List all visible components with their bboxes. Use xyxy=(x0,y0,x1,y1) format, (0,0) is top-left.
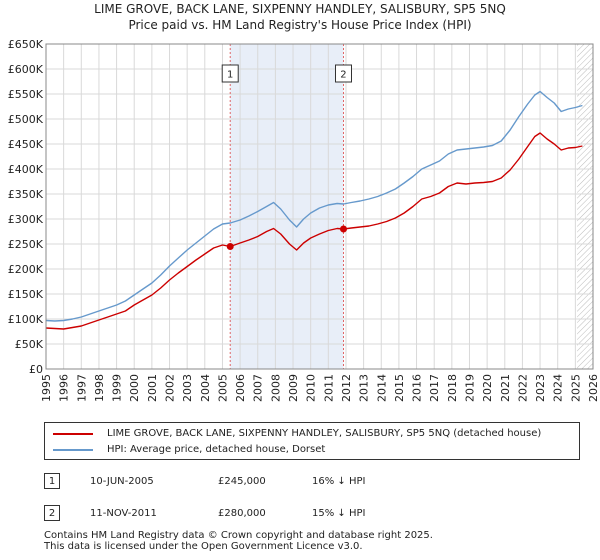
x-tick-label: 2005 xyxy=(216,374,229,402)
y-tick-label: £0 xyxy=(29,363,43,376)
sale-hpi-difference: 16% ↓ HPI xyxy=(312,476,366,487)
x-tick-label: 2013 xyxy=(358,374,371,402)
sale-hpi-difference: 15% ↓ HPI xyxy=(312,508,366,519)
y-tick-label: £150K xyxy=(8,288,44,301)
sale-number-badge: 1 xyxy=(44,473,60,489)
sale-date: 10-JUN-2005 xyxy=(90,476,154,487)
x-tick-label: 2008 xyxy=(269,374,282,402)
sale-marker-box xyxy=(334,64,352,83)
y-tick-label: £250K xyxy=(8,238,44,251)
y-tick-label: £200K xyxy=(8,263,44,276)
x-tick-label: 2016 xyxy=(411,374,424,402)
x-tick-label: 2019 xyxy=(463,374,476,402)
x-tick-label: 2023 xyxy=(534,374,547,402)
x-tick-label: 1999 xyxy=(111,374,124,402)
x-tick-label: 2000 xyxy=(128,374,141,402)
y-tick-label: £450K xyxy=(8,138,44,151)
y-tick-label: £400K xyxy=(8,163,44,176)
x-tick-label: 2002 xyxy=(164,374,177,402)
title-line-1: LIME GROVE, BACK LANE, SIXPENNY HANDLEY,… xyxy=(94,2,506,16)
y-tick-label: £650K xyxy=(8,38,44,51)
x-tick-label: 2006 xyxy=(234,374,247,402)
footer-attribution: Contains HM Land Registry data © Crown c… xyxy=(44,530,433,552)
x-tick-label: 2010 xyxy=(305,374,318,402)
sale-number-badge: 2 xyxy=(44,505,60,521)
x-tick-label: 2014 xyxy=(375,374,388,402)
x-tick-label: 1998 xyxy=(93,374,106,402)
x-tick-label: 2011 xyxy=(322,374,335,402)
chart-title: LIME GROVE, BACK LANE, SIXPENNY HANDLEY,… xyxy=(0,1,600,33)
y-tick-label: £300K xyxy=(8,213,44,226)
x-tick-label: 1995 xyxy=(40,374,53,402)
legend-label-hpi: HPI: Average price, detached house, Dors… xyxy=(107,444,326,455)
x-tick-label: 2024 xyxy=(552,374,565,402)
x-tick-label: 2020 xyxy=(481,374,494,402)
x-tick-label: 2021 xyxy=(499,374,512,402)
x-tick-label: 2015 xyxy=(393,374,406,402)
x-tick-label: 2001 xyxy=(146,374,159,402)
y-tick-label: £550K xyxy=(8,88,44,101)
sale-price: £245,000 xyxy=(218,476,266,487)
title-line-2: Price paid vs. HM Land Registry's House … xyxy=(128,18,472,32)
sale-marker-box xyxy=(221,64,239,83)
x-tick-label: 1997 xyxy=(75,374,88,402)
x-tick-label: 2009 xyxy=(287,374,300,402)
sale-price: £280,000 xyxy=(218,508,266,519)
sale-point xyxy=(226,243,234,250)
y-tick-label: £600K xyxy=(8,63,44,76)
legend-swatch-price-paid xyxy=(53,433,93,435)
x-tick-label: 2012 xyxy=(340,374,353,402)
footer-line-1: Contains HM Land Registry data © Crown c… xyxy=(44,530,433,541)
legend-swatch-hpi xyxy=(53,449,93,451)
legend-label-price-paid: LIME GROVE, BACK LANE, SIXPENNY HANDLEY,… xyxy=(107,428,542,439)
sale-date: 11-NOV-2011 xyxy=(90,508,157,519)
x-tick-label: 2004 xyxy=(199,374,212,402)
x-tick-label: 2026 xyxy=(587,374,600,402)
sale-point xyxy=(339,225,347,233)
series-line-price-paid xyxy=(45,132,583,330)
y-tick-label: £50K xyxy=(15,338,44,351)
price-chart: £0 £50K £100K £150K £200K £250K £300K £350K £400… xyxy=(8,38,600,402)
x-tick-label: 2007 xyxy=(252,374,265,402)
footer-line-2: This data is licensed under the Open Gov… xyxy=(44,541,363,552)
sale-marker-label: 1 xyxy=(227,70,233,81)
shaded-period xyxy=(230,44,344,369)
x-tick-label: 2018 xyxy=(446,374,459,402)
x-tick-label: 2025 xyxy=(569,374,582,402)
y-tick-label: £100K xyxy=(8,313,44,326)
hatched-region xyxy=(577,44,593,369)
x-tick-label: 2022 xyxy=(516,374,529,402)
x-tick-label: 1996 xyxy=(58,374,71,402)
sale-marker-label: 2 xyxy=(340,70,346,81)
plot-frame xyxy=(45,43,594,370)
y-tick-label: £500K xyxy=(8,113,44,126)
legend: LIME GROVE, BACK LANE, SIXPENNY HANDLEY,… xyxy=(44,422,580,460)
x-tick-label: 2017 xyxy=(428,374,441,402)
x-tick-label: 2003 xyxy=(181,374,194,402)
y-tick-label: £350K xyxy=(8,188,44,201)
series-line-hpi xyxy=(45,90,583,322)
